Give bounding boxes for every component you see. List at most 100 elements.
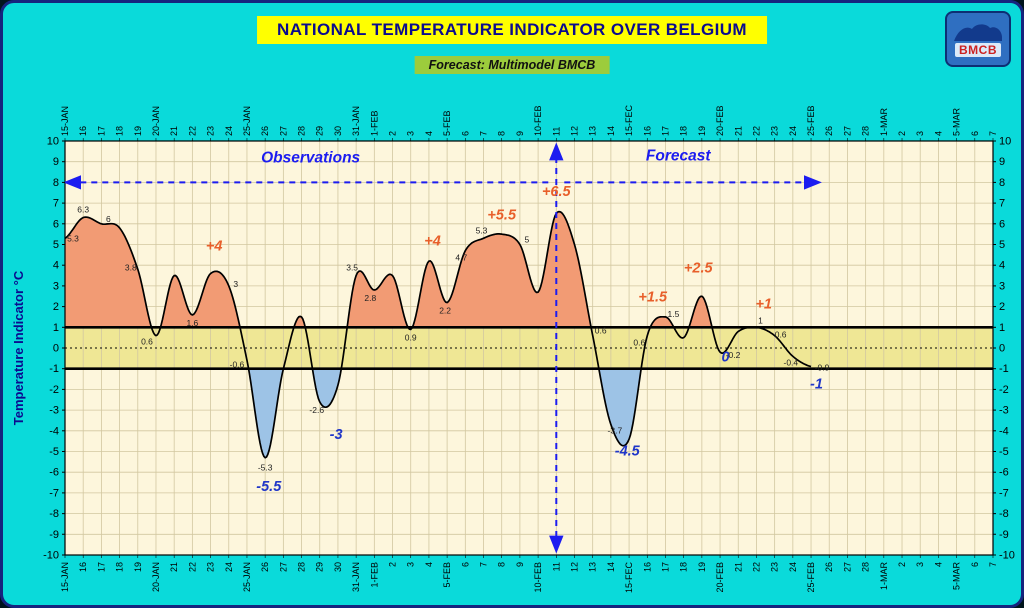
svg-text:-9: -9 (49, 529, 59, 541)
svg-text:17: 17 (660, 562, 670, 572)
svg-text:-5.5: -5.5 (256, 479, 282, 495)
svg-text:7: 7 (988, 131, 998, 136)
svg-text:-6: -6 (49, 467, 59, 479)
svg-text:+1.5: +1.5 (638, 289, 668, 305)
svg-text:5.3: 5.3 (67, 233, 79, 243)
svg-text:3: 3 (233, 279, 238, 289)
svg-text:14: 14 (606, 562, 616, 572)
svg-text:-2: -2 (999, 384, 1009, 396)
temperature-curve (64, 210, 812, 459)
svg-text:-0.9: -0.9 (815, 363, 830, 373)
svg-text:11: 11 (551, 562, 561, 571)
svg-text:5: 5 (999, 239, 1005, 251)
svg-text:13: 13 (588, 562, 598, 572)
svg-text:1-FEB: 1-FEB (369, 562, 379, 588)
svg-text:19: 19 (697, 126, 707, 136)
svg-text:5-FEB: 5-FEB (442, 110, 452, 136)
svg-text:8: 8 (999, 177, 1005, 189)
svg-text:27: 27 (842, 562, 852, 572)
svg-text:10: 10 (999, 136, 1011, 148)
svg-text:17: 17 (660, 126, 670, 136)
svg-text:7: 7 (53, 198, 59, 210)
svg-text:2: 2 (53, 301, 59, 313)
svg-text:10: 10 (47, 136, 59, 148)
svg-text:23: 23 (770, 126, 780, 136)
svg-text:4: 4 (933, 131, 943, 136)
svg-text:19: 19 (133, 126, 143, 136)
svg-text:0: 0 (53, 343, 59, 355)
svg-text:-5.3: -5.3 (258, 463, 273, 473)
svg-text:22: 22 (751, 126, 761, 136)
svg-text:-10: -10 (43, 550, 59, 562)
svg-text:5-FEB: 5-FEB (442, 562, 452, 588)
svg-text:14: 14 (606, 126, 616, 136)
svg-text:31-JAN: 31-JAN (351, 106, 361, 136)
svg-text:24: 24 (224, 562, 234, 572)
svg-text:27: 27 (842, 126, 852, 136)
svg-text:7: 7 (999, 198, 1005, 210)
svg-text:23: 23 (206, 562, 216, 572)
svg-text:9: 9 (53, 156, 59, 168)
svg-text:19: 19 (133, 562, 143, 572)
svg-text:6: 6 (970, 562, 980, 567)
svg-text:-1: -1 (999, 363, 1009, 375)
svg-text:6: 6 (460, 131, 470, 136)
svg-text:+6.5: +6.5 (542, 184, 572, 200)
svg-text:6: 6 (999, 218, 1005, 230)
svg-text:25-FEB: 25-FEB (806, 562, 816, 593)
svg-text:15-FEC: 15-FEC (624, 104, 634, 136)
svg-text:9: 9 (999, 156, 1005, 168)
svg-text:-4: -4 (999, 425, 1009, 437)
svg-text:5-MAR: 5-MAR (952, 562, 962, 591)
svg-text:0.6: 0.6 (633, 338, 645, 348)
svg-text:26: 26 (260, 562, 270, 572)
svg-text:1-MAR: 1-MAR (879, 107, 889, 136)
svg-text:4.7: 4.7 (455, 253, 467, 263)
svg-text:4: 4 (53, 260, 59, 272)
svg-text:30: 30 (333, 126, 343, 136)
svg-text:3.5: 3.5 (346, 263, 358, 273)
chart-subtitle: Forecast: Multimodel BMCB (414, 56, 610, 74)
svg-text:0: 0 (721, 349, 729, 365)
svg-text:27: 27 (278, 562, 288, 572)
svg-text:5-MAR: 5-MAR (952, 107, 962, 136)
axes: -10 -10-9 -9-8 -8-7 -7-6 -6-5 -5-4 -4-3 -3-2 -2-1… (43, 104, 1015, 593)
svg-text:18: 18 (115, 126, 125, 136)
svg-text:7: 7 (988, 562, 998, 567)
svg-text:17: 17 (96, 562, 106, 572)
svg-text:4: 4 (933, 562, 943, 567)
svg-text:-8: -8 (999, 508, 1009, 520)
svg-text:-3: -3 (330, 427, 343, 443)
svg-text:3: 3 (406, 131, 416, 136)
svg-text:25-FEB: 25-FEB (806, 105, 816, 136)
svg-text:-0.4: -0.4 (784, 357, 799, 367)
svg-text:22: 22 (751, 562, 761, 572)
temperature-chart: Observations Forecast +4 +4 +5.5 +6.5 +1.5 +2.5… (11, 104, 1015, 593)
svg-text:+5.5: +5.5 (487, 208, 517, 224)
svg-text:19: 19 (697, 562, 707, 572)
svg-text:+4: +4 (424, 234, 441, 250)
point-labels: 5.3 6.3 6 3.8 0.6 1.6 3 -0.6 -5.3 -2.6 3.5 2.8 0.9 2.… (67, 205, 830, 473)
svg-text:6: 6 (106, 214, 111, 224)
svg-text:6: 6 (970, 131, 980, 136)
svg-text:20-JAN: 20-JAN (151, 562, 161, 592)
svg-text:21: 21 (169, 126, 179, 136)
svg-text:30: 30 (333, 562, 343, 572)
svg-text:28: 28 (861, 126, 871, 136)
svg-text:3.8: 3.8 (125, 262, 137, 272)
guides: Observations Forecast (63, 142, 822, 554)
svg-text:1: 1 (758, 315, 763, 325)
svg-text:10-FEB: 10-FEB (533, 562, 543, 593)
svg-text:13: 13 (588, 126, 598, 136)
svg-text:0.9: 0.9 (405, 332, 417, 342)
chart-title: NATIONAL TEMPERATURE INDICATOR OVER BELG… (257, 16, 767, 44)
svg-text:0.6: 0.6 (775, 330, 787, 340)
svg-text:29: 29 (315, 126, 325, 136)
threshold-band (65, 327, 993, 369)
svg-text:7: 7 (479, 562, 489, 567)
svg-text:-8: -8 (49, 508, 59, 520)
svg-text:2: 2 (388, 562, 398, 567)
svg-text:-5: -5 (999, 446, 1009, 458)
svg-text:26: 26 (824, 562, 834, 572)
svg-text:3: 3 (915, 562, 925, 567)
